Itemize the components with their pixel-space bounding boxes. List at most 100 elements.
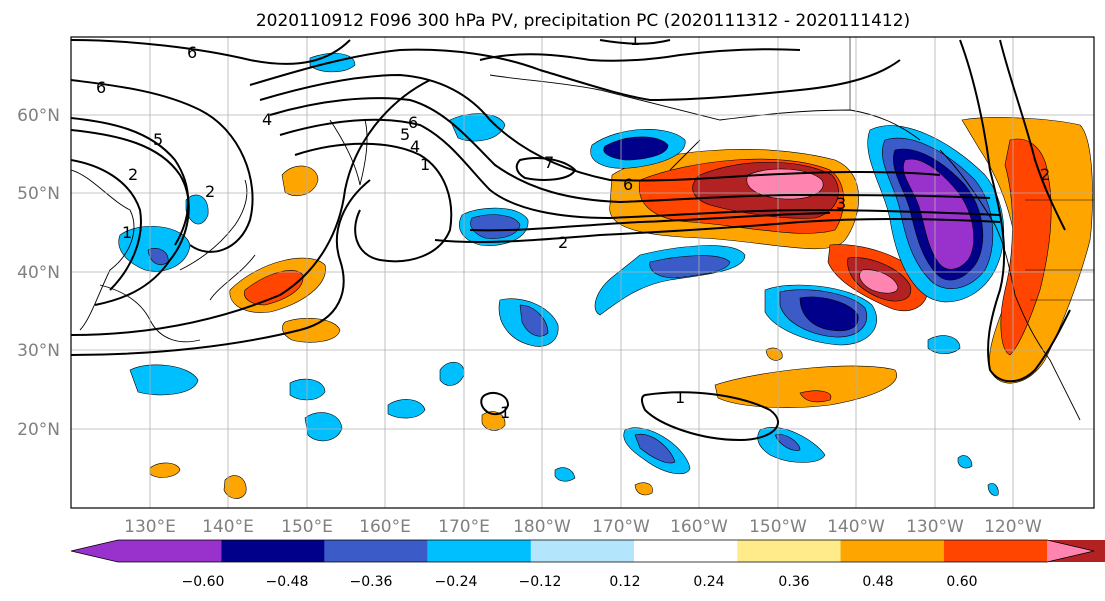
contour-label: 3 bbox=[836, 194, 846, 213]
negative-anomaly-sub-3 bbox=[304, 412, 343, 442]
longitude-labels: 130°E 140°E 150°E 160°E 170°E 180°W 170°… bbox=[124, 517, 1042, 537]
negative-anomaly-170e-45n-2 bbox=[470, 214, 521, 239]
lat-label: 30°N bbox=[17, 341, 60, 361]
colorbar-tick: 0.48 bbox=[862, 574, 893, 590]
pv-contour bbox=[71, 129, 190, 306]
lon-label: 140°E bbox=[202, 517, 254, 537]
positive-anomaly-small-5 bbox=[634, 482, 653, 496]
negative-anomaly-sub-10 bbox=[957, 455, 973, 469]
contour-label: 6 bbox=[187, 43, 197, 62]
colorbar-extend-min bbox=[71, 540, 222, 562]
colorbar-tick: −0.48 bbox=[266, 574, 309, 590]
contour-label: 4 bbox=[262, 110, 272, 129]
pv-contour bbox=[641, 391, 779, 442]
pv-contour bbox=[599, 39, 671, 45]
pv-contour bbox=[249, 48, 901, 102]
colorbar-tick: 0.12 bbox=[609, 574, 640, 590]
positive-anomaly-small-1 bbox=[281, 165, 319, 196]
pv-contour bbox=[480, 392, 510, 416]
lat-label: 50°N bbox=[17, 184, 60, 204]
pv-contour bbox=[999, 39, 1066, 231]
negative-anomaly-sub-11 bbox=[987, 483, 999, 496]
pv-contour bbox=[71, 159, 142, 291]
pv-contour bbox=[71, 79, 431, 336]
negative-anomaly-175e-33n-2 bbox=[519, 304, 549, 337]
colorbar-segment bbox=[427, 540, 531, 562]
colorbar-segment bbox=[324, 540, 428, 562]
coastline-japan bbox=[179, 179, 256, 301]
negative-anomaly-sub-9 bbox=[554, 467, 576, 482]
positive-anomaly-small-3 bbox=[149, 462, 181, 478]
pv-contour bbox=[469, 212, 831, 232]
contour-label: 5 bbox=[400, 125, 410, 144]
negative-anomaly-170w-55n-2 bbox=[603, 136, 669, 161]
negative-anomaly-sub-1 bbox=[129, 364, 199, 396]
pv-contour bbox=[259, 73, 941, 182]
coastline-alaska bbox=[489, 74, 921, 171]
contour-label: 6 bbox=[408, 113, 418, 132]
coastline-kamchatka bbox=[329, 119, 368, 186]
figure-title: 2020110912 F096 300 hPa PV, precipitatio… bbox=[256, 11, 910, 31]
lon-label: 170°W bbox=[592, 517, 650, 537]
negative-anomaly-alaska-core bbox=[903, 158, 974, 270]
negative-anomaly-sub-4 bbox=[387, 399, 426, 419]
negative-anomaly-oval-core bbox=[799, 296, 859, 332]
lon-label: 120°W bbox=[984, 517, 1042, 537]
lon-label: 130°W bbox=[906, 517, 964, 537]
contour-label: 1 bbox=[420, 155, 430, 174]
map-panel: 6 6 5 4 2 1 2 1 6 5 4 7 6 2 3 1 1 1 2 bbox=[70, 30, 1095, 509]
positive-anomaly-core bbox=[746, 168, 824, 200]
contour-label: 2 bbox=[128, 165, 138, 184]
lon-label: 170°E bbox=[438, 517, 490, 537]
pv-contour bbox=[959, 39, 1071, 383]
colorbar-tick: 0.24 bbox=[693, 574, 724, 590]
lon-label: 150°W bbox=[749, 517, 807, 537]
pv-contour bbox=[515, 157, 577, 181]
pv-contour bbox=[71, 117, 190, 246]
colorbar-tick: −0.12 bbox=[519, 574, 562, 590]
colorbar-tick: 0.60 bbox=[946, 574, 977, 590]
negative-anomaly-sub-8 bbox=[927, 335, 961, 354]
negative-anomaly-160w-42n-2 bbox=[649, 255, 731, 279]
pv-contour bbox=[71, 179, 371, 356]
lon-label: 140°W bbox=[827, 517, 885, 537]
coastlines bbox=[71, 37, 1094, 421]
pv-contour bbox=[294, 142, 453, 263]
colorbar-segment bbox=[943, 540, 1047, 562]
lat-label: 20°N bbox=[17, 420, 60, 440]
lat-label: 40°N bbox=[17, 263, 60, 283]
colorbar-extend-max bbox=[1047, 540, 1094, 562]
contour-label: 4 bbox=[410, 137, 420, 156]
lon-label: 180°W bbox=[513, 517, 571, 537]
lat-label: 60°N bbox=[17, 106, 60, 126]
colorbar-tick: 0.36 bbox=[778, 574, 809, 590]
state-borders bbox=[849, 37, 1094, 301]
pv-contours bbox=[71, 39, 1071, 442]
contour-label: 6 bbox=[96, 78, 106, 97]
colorbar-outline bbox=[70, 539, 1095, 563]
negative-anomaly-sub-2 bbox=[289, 378, 326, 401]
pv-contour bbox=[479, 48, 801, 62]
contour-label: 7 bbox=[544, 153, 554, 172]
contour-label: 1 bbox=[630, 30, 640, 49]
contour-label: 6 bbox=[623, 175, 633, 194]
lon-label: 160°W bbox=[670, 517, 728, 537]
positive-anomaly-small-2 bbox=[282, 317, 341, 343]
pv-contour bbox=[71, 39, 351, 65]
graticule bbox=[71, 37, 1094, 508]
positive-anomaly-small-4 bbox=[223, 475, 247, 499]
positive-anomaly-blob-core bbox=[859, 269, 899, 294]
colorbar-tick: −0.24 bbox=[435, 574, 478, 590]
pv-contour bbox=[269, 97, 991, 204]
map-frame bbox=[70, 36, 1095, 509]
contour-label: 1 bbox=[675, 388, 685, 407]
positive-anomaly-small-6 bbox=[481, 411, 506, 431]
colorbar-segment bbox=[634, 540, 738, 562]
pv-contour-labels: 6 6 5 4 2 1 2 1 6 5 4 7 6 2 3 1 1 1 2 bbox=[96, 30, 1050, 422]
pv-contour bbox=[71, 79, 254, 253]
contour-label: 2 bbox=[1040, 165, 1050, 184]
colorbar-tick: −0.36 bbox=[350, 574, 393, 590]
contour-label: 1 bbox=[122, 223, 132, 242]
colorbar-segment bbox=[221, 540, 325, 562]
